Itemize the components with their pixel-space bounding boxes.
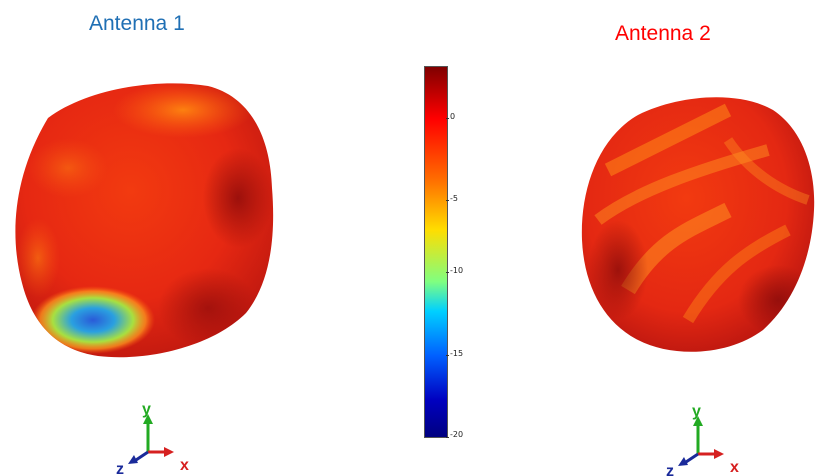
colorbar-tick-mark	[446, 118, 449, 119]
z-axis-arrow	[135, 450, 149, 462]
x-label: x	[730, 459, 739, 476]
z-arrowhead	[678, 457, 688, 466]
y-arrowhead	[693, 416, 703, 426]
x-label: x	[180, 457, 189, 474]
antenna-1-pattern	[15, 83, 274, 358]
axes-triad-1: y x z	[116, 401, 189, 474]
y-label: y	[142, 401, 151, 418]
colorbar	[424, 66, 448, 438]
y-arrowhead	[143, 414, 153, 424]
x-arrowhead	[714, 449, 724, 459]
x-arrowhead	[164, 447, 174, 457]
colorbar-tick-minus15: -15	[450, 349, 464, 358]
antenna-2-pattern	[581, 97, 815, 352]
colorbar-tick-minus5: -5	[450, 194, 458, 203]
colorbar-tick-0: 0	[450, 112, 456, 121]
z-label: z	[116, 461, 124, 474]
antenna-1-title: Antenna 1	[89, 12, 185, 35]
axes-triad-2: y x z	[666, 403, 739, 476]
z-label: z	[666, 463, 674, 476]
z-arrowhead	[128, 455, 138, 464]
colorbar-tick-mark	[446, 272, 449, 273]
colorbar-tick-mark	[446, 200, 449, 201]
y-label: y	[692, 403, 701, 420]
colorbar-tick-mark	[446, 437, 449, 438]
colorbar-tick-minus10: -10	[450, 266, 464, 275]
colorbar-tick-mark	[446, 355, 449, 356]
z-axis-arrow	[685, 452, 699, 464]
antenna-2-title: Antenna 2	[615, 22, 711, 45]
colorbar-tick-minus20: -20	[450, 430, 464, 439]
